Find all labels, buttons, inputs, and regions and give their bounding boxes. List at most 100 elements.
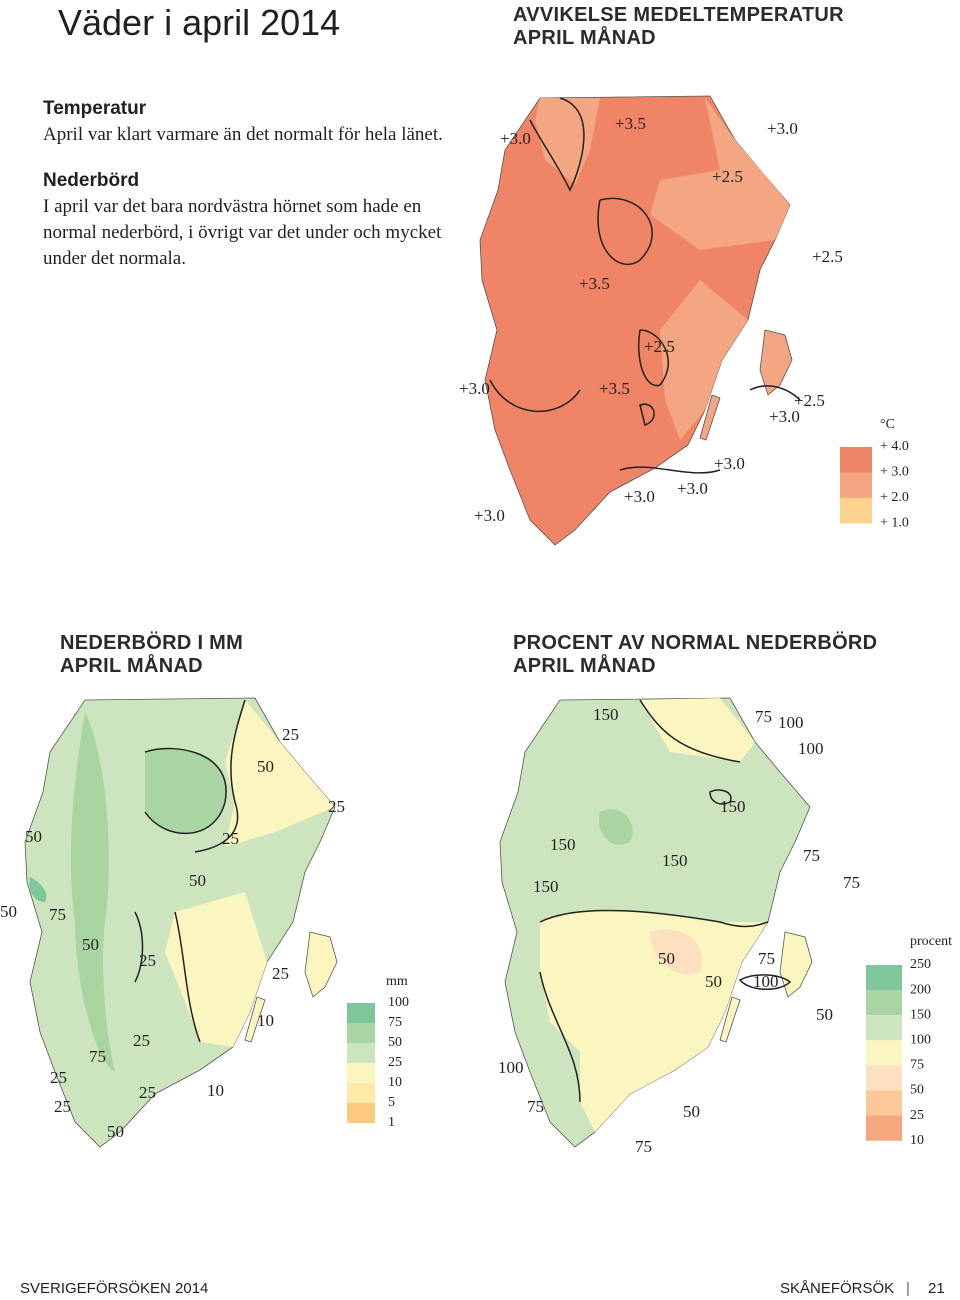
legend-swatch — [840, 498, 872, 524]
contour-label: 50 — [189, 871, 206, 890]
contour-label: +3.0 — [624, 487, 655, 506]
contour-label: +3.0 — [459, 379, 490, 398]
contour-label: +3.0 — [767, 119, 798, 138]
contour-label: 75 — [635, 1137, 652, 1156]
contour-label: 25 — [133, 1031, 150, 1050]
precipitation-map — [24, 697, 338, 1148]
legend-label: 150 — [910, 1007, 931, 1022]
contour-label: +3.5 — [615, 114, 646, 133]
footer-separator: | — [906, 1280, 910, 1297]
contour-label: +3.0 — [769, 407, 800, 426]
contour-label: 100 — [753, 972, 779, 991]
contour-label: 25 — [139, 1083, 156, 1102]
contour-label: 50 — [107, 1122, 124, 1141]
contour-label: 75 — [803, 846, 820, 865]
legend-label: 25 — [388, 1055, 402, 1070]
contour-label: 50 — [82, 935, 99, 954]
legend-label: + 2.0 — [880, 490, 909, 505]
percent-map — [499, 697, 813, 1148]
legend-label: 250 — [910, 957, 931, 972]
legend-swatch — [840, 472, 872, 498]
map-title: AVVIKELSE MEDELTEMPERATUR APRIL MÅNAD — [513, 4, 844, 50]
map-title-line: APRIL MÅNAD — [60, 655, 203, 677]
contour-label: 50 — [683, 1102, 700, 1121]
contour-label: 50 — [816, 1005, 833, 1024]
map-title-line: APRIL MÅNAD — [513, 27, 656, 49]
contour-label: 25 — [282, 725, 299, 744]
legend-label: 5 — [388, 1095, 395, 1110]
contour-label: 25 — [222, 829, 239, 848]
contour-label: 25 — [272, 964, 289, 983]
legend-swatch — [840, 447, 872, 473]
legend-swatch — [866, 990, 902, 1016]
contour-label: 50 — [257, 757, 274, 776]
contour-label: +2.5 — [644, 337, 675, 356]
section-heading: Temperatur — [43, 98, 147, 119]
contour-label: +3.0 — [474, 506, 505, 525]
legend-swatch — [347, 1023, 375, 1043]
map-title: PROCENT AV NORMAL NEDERBÖRD APRIL MÅNAD — [513, 632, 877, 678]
legend-swatch — [866, 1090, 902, 1116]
legend-unit: °C — [880, 417, 895, 432]
legend-label: 200 — [910, 982, 931, 997]
legend-label: 50 — [910, 1083, 924, 1098]
map-title-line: NEDERBÖRD I MM — [60, 632, 244, 654]
contour-label: 75 — [758, 949, 775, 968]
section-heading: Nederbörd — [43, 170, 140, 191]
section-text: I april var det bara nordvästra hörnet s… — [43, 196, 442, 269]
contour-label: 75 — [755, 707, 772, 726]
contour-label: +2.5 — [794, 391, 825, 410]
map-title-line: PROCENT AV NORMAL NEDERBÖRD — [513, 632, 878, 654]
contour-label: 75 — [843, 873, 860, 892]
contour-label: +2.5 — [712, 167, 743, 186]
contour-label: 100 — [798, 739, 824, 758]
legend-swatch — [866, 1040, 902, 1066]
temperature-map — [479, 95, 801, 546]
legend-label: + 1.0 — [880, 516, 909, 531]
contour-label: 10 — [207, 1081, 224, 1100]
footer-left: SVERIGEFÖRSÖKEN 2014 — [20, 1280, 209, 1297]
contour-label: 150 — [550, 835, 576, 854]
legend-swatch — [866, 1015, 902, 1041]
legend-label: 10 — [388, 1075, 402, 1090]
contour-label: 150 — [593, 705, 619, 724]
contour-label: +3.5 — [599, 379, 630, 398]
legend-label: 1 — [388, 1115, 395, 1130]
contour-label: 50 — [0, 902, 17, 921]
contour-label: 25 — [54, 1097, 71, 1116]
legend-swatch — [347, 1003, 375, 1023]
contour-label: +3.0 — [714, 454, 745, 473]
text-column: Temperatur April var klart varmare än de… — [43, 96, 461, 292]
legend-swatch — [866, 1115, 902, 1141]
map-title: NEDERBÖRD I MM APRIL MÅNAD — [60, 632, 243, 678]
contour-label: 75 — [49, 905, 66, 924]
legend-swatch — [866, 965, 902, 991]
contour-label: 100 — [498, 1058, 524, 1077]
legend-label: 100 — [388, 995, 409, 1010]
legend-label: 50 — [388, 1035, 402, 1050]
legend-label: + 3.0 — [880, 465, 909, 480]
legend-swatch — [347, 1083, 375, 1103]
contour-label: 25 — [139, 951, 156, 970]
footer-right: SKÅNEFÖRSÖK — [780, 1280, 895, 1297]
contour-label: 100 — [778, 713, 804, 732]
contour-label: 75 — [89, 1047, 106, 1066]
contour-label: 10 — [257, 1011, 274, 1030]
legend-unit: procent — [910, 934, 952, 949]
contour-label: 25 — [50, 1068, 67, 1087]
page-title: Väder i april 2014 — [58, 2, 341, 43]
contour-label: 150 — [533, 877, 559, 896]
legend-label: 25 — [910, 1108, 924, 1123]
legend-label: 75 — [910, 1058, 924, 1073]
map-title-line: APRIL MÅNAD — [513, 655, 656, 677]
contour-label: 150 — [662, 851, 688, 870]
page-number: 21 — [928, 1280, 945, 1297]
contour-label: +3.0 — [677, 479, 708, 498]
legend-label: 10 — [910, 1133, 924, 1148]
contour-label: 50 — [658, 949, 675, 968]
legend-swatch — [347, 1103, 375, 1123]
legend-label: 100 — [910, 1033, 931, 1048]
contour-label: +3.0 — [500, 129, 531, 148]
